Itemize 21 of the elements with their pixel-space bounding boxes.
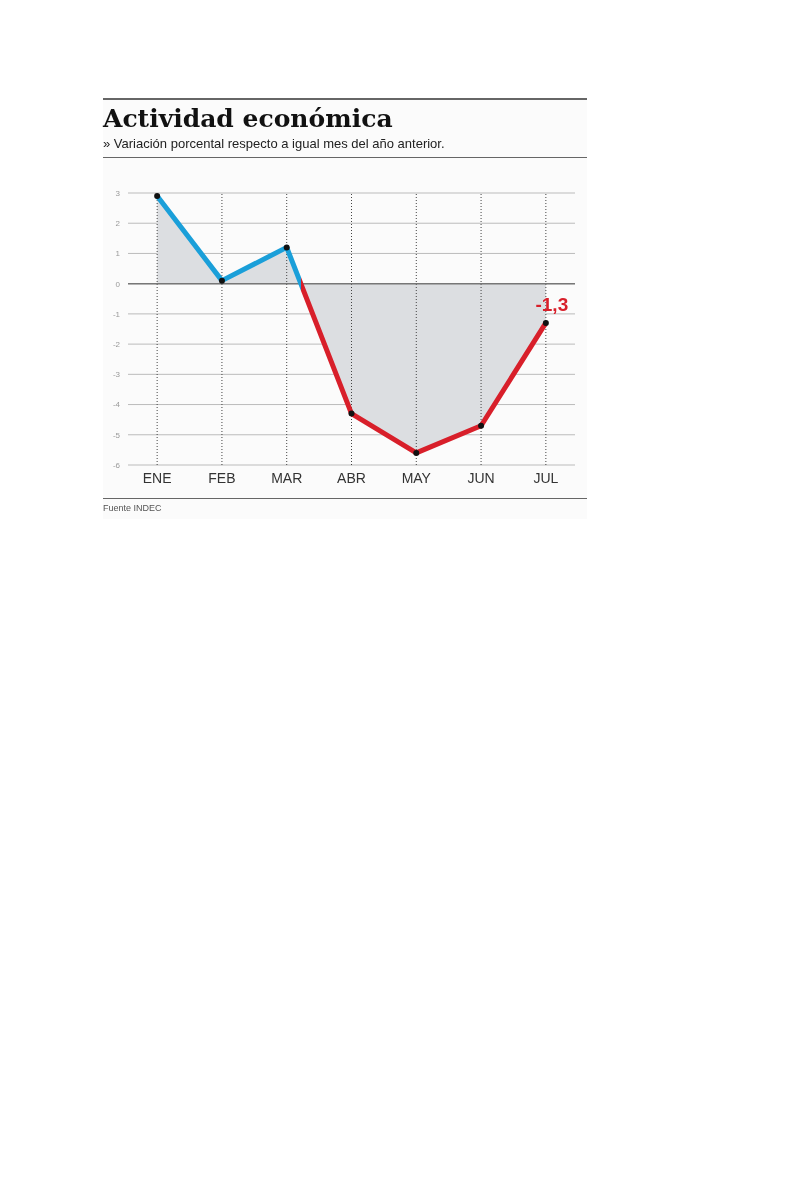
chart-subtitle: » Variación porcental respecto a igual mes del año anterior. (103, 136, 446, 151)
data-label: -1,3 (535, 293, 569, 315)
y-tick-label: -5 (112, 430, 121, 440)
y-tick-label: -3 (112, 370, 121, 380)
y-tick-label: 1 (115, 249, 121, 259)
y-tick-label: 3 (115, 188, 121, 198)
y-tick-label: -1 (112, 309, 121, 319)
y-tick-label: -2 (112, 339, 121, 349)
x-tick-label: MAR (271, 469, 303, 486)
x-tick-label: JUL (533, 469, 559, 486)
chart-title: Actividad económica (103, 104, 394, 133)
x-tick-label: MAY (401, 469, 432, 486)
y-tick-label: -4 (112, 400, 121, 410)
source-note: Fuente INDEC (103, 503, 163, 513)
x-tick-label: ENE (142, 469, 172, 486)
y-tick-label: 0 (115, 279, 121, 289)
x-tick-label: FEB (208, 469, 236, 486)
x-tick-label: ABR (337, 469, 366, 486)
y-tick-label: -6 (112, 460, 121, 470)
y-tick-label: 2 (115, 219, 121, 229)
x-tick-label: JUN (467, 469, 495, 486)
